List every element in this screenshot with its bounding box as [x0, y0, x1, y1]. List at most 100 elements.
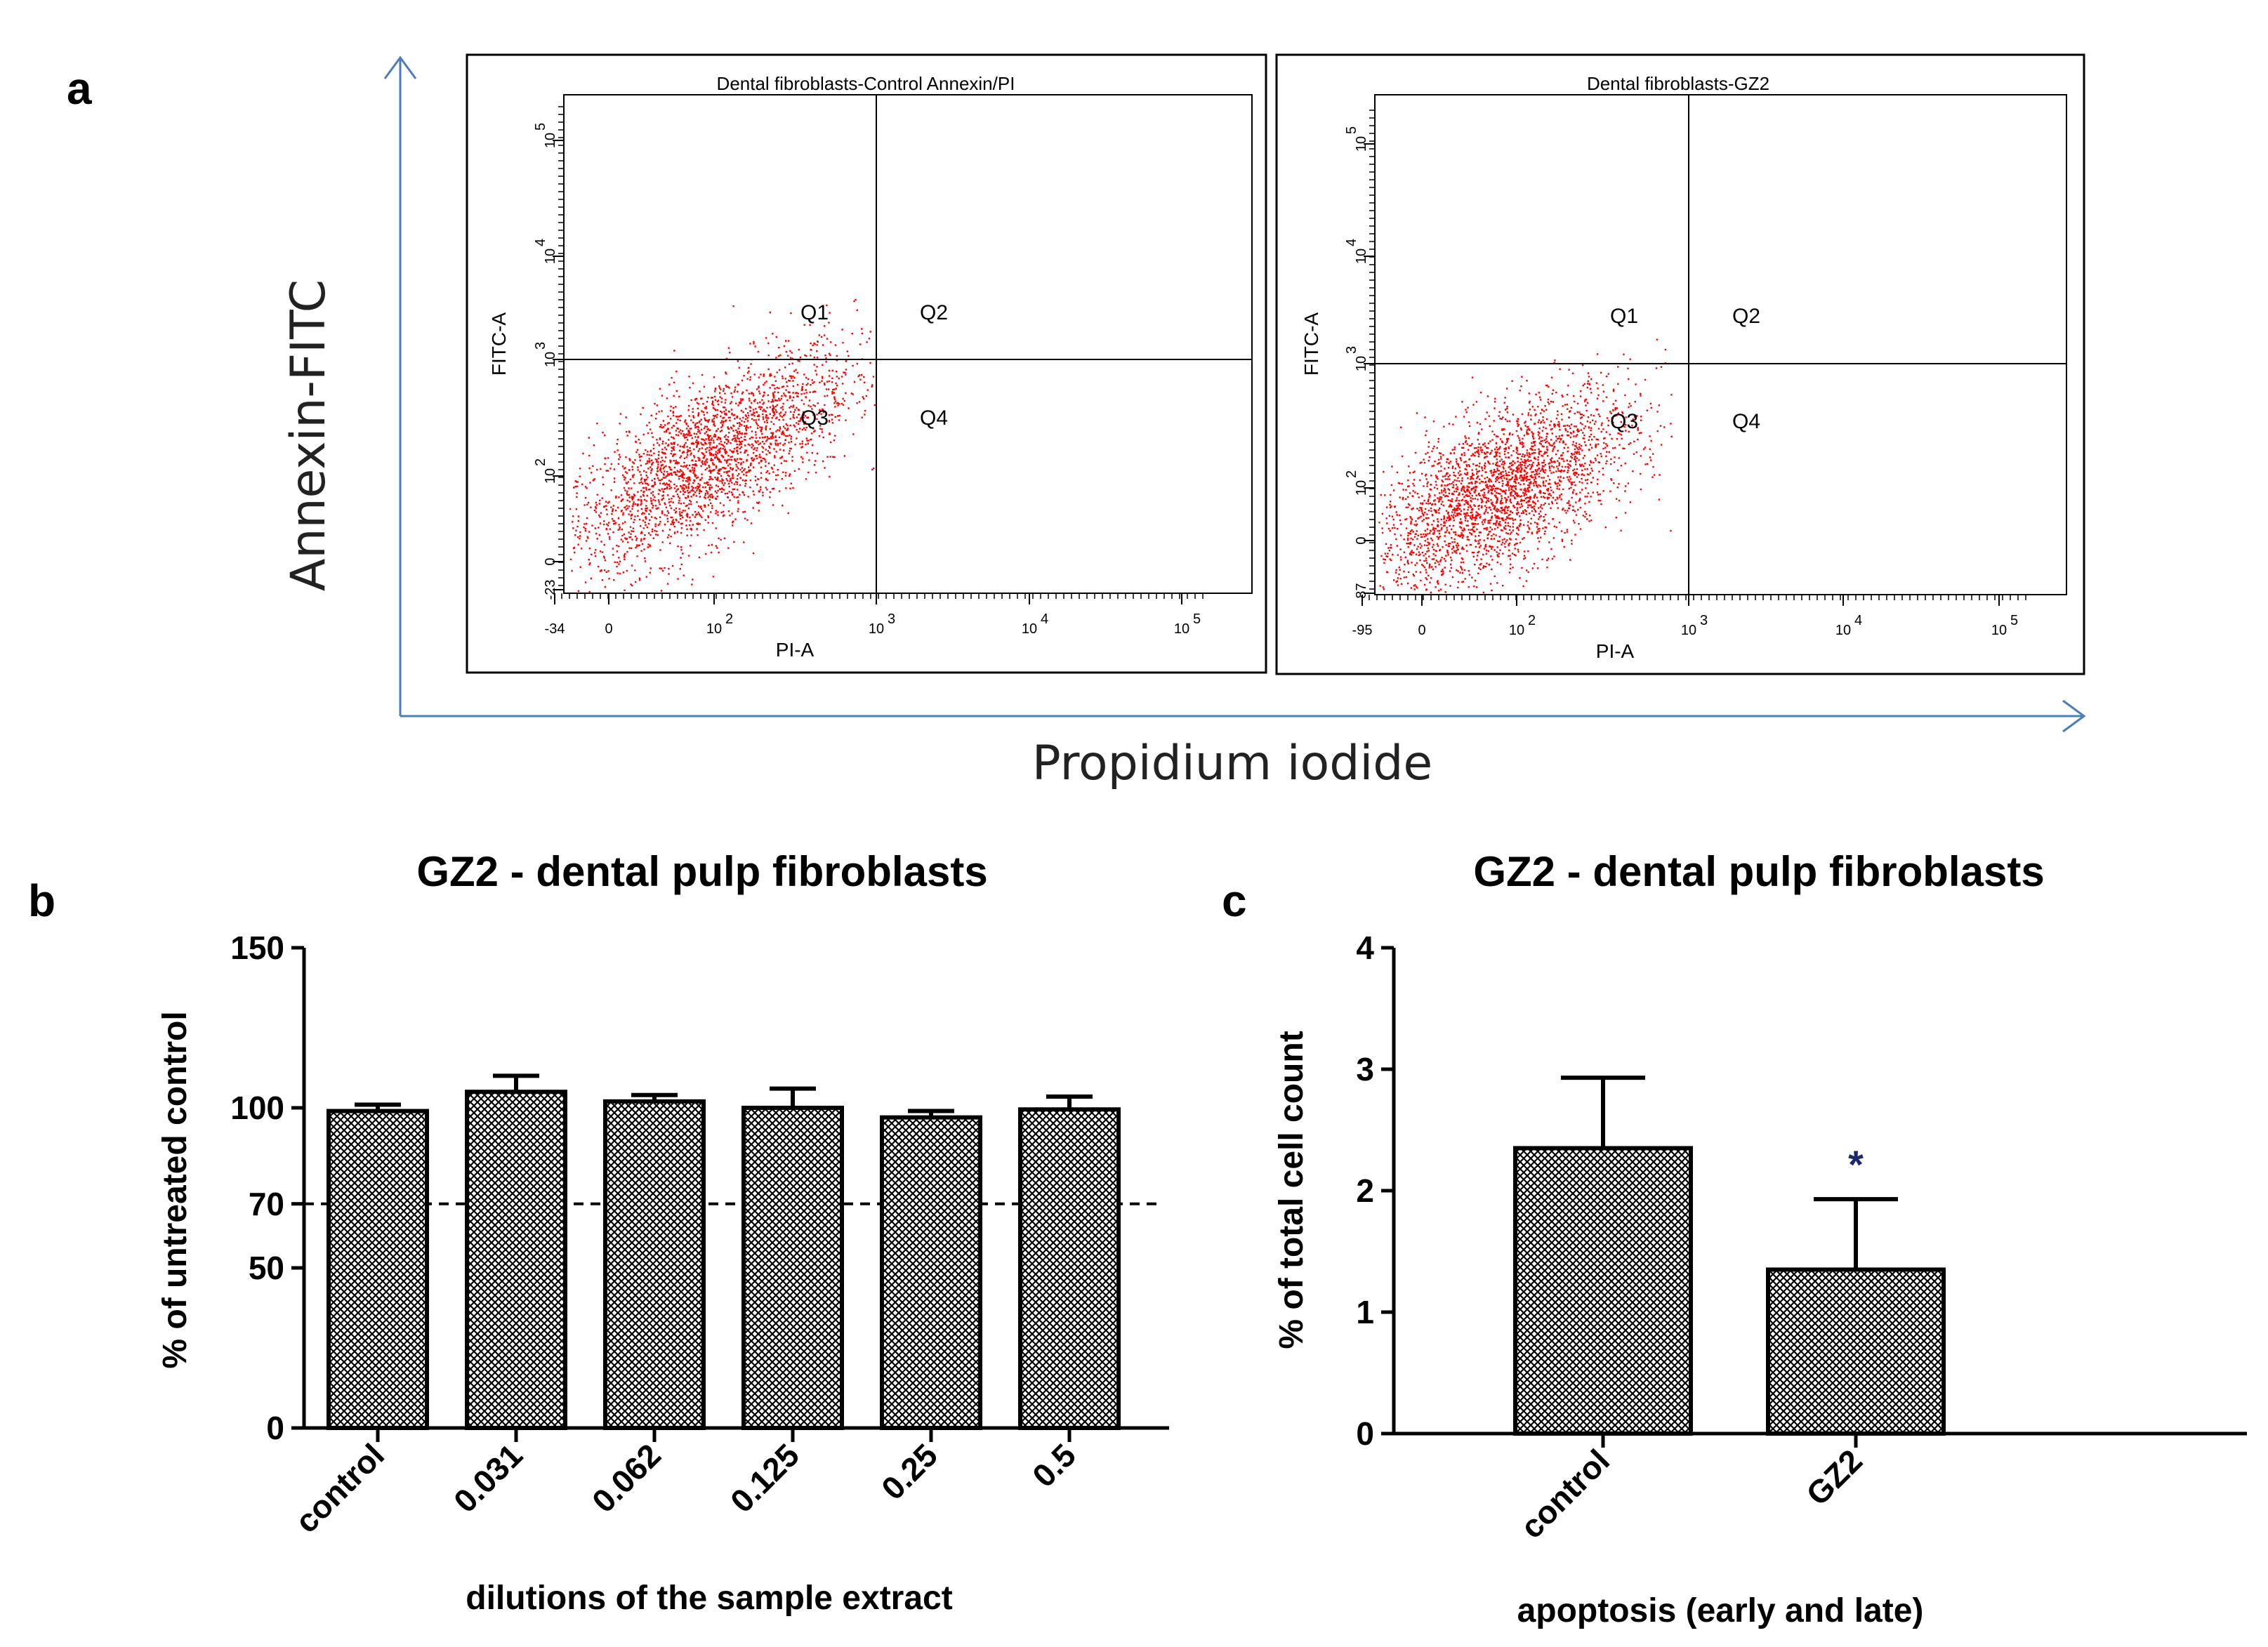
- y-tick-label: 0: [1354, 536, 1369, 544]
- chart-b-x-axis-title: dilutions of the sample extract: [466, 1580, 952, 1617]
- flow-plot-gz2: Dental fibroblasts-GZ2 Q1 Q2 Q3 Q4 -95 0 1…: [1275, 53, 2085, 675]
- y-tick-label: 2: [1356, 1172, 1374, 1209]
- flow-plot-title: Dental fibroblasts-GZ2: [1587, 73, 1769, 94]
- y-axis-label: FITC-A: [1300, 312, 1322, 376]
- x-tick-label: 10: [1835, 623, 1851, 638]
- y-tick-label: 10: [1354, 249, 1369, 264]
- x-tick-exponent: 5: [2010, 613, 2018, 628]
- x-tick-exponent: 3: [888, 611, 895, 627]
- y-tick-label: 0: [1356, 1415, 1374, 1452]
- y-tick-label: -87: [1354, 583, 1369, 604]
- quadrant-q3-label: Q3: [1610, 410, 1638, 433]
- y-axis-arrowhead: [383, 55, 417, 79]
- chart-c-plot: 0 1 2 3 4 control GZ2 *: [1356, 930, 2247, 1545]
- bar-0.5: [1018, 1107, 1121, 1431]
- x-tick-label: 0.25: [874, 1436, 944, 1507]
- x-tick-label: 0: [1418, 623, 1425, 638]
- quadrant-q2-label: Q2: [920, 301, 948, 324]
- y-tick-label: 10: [543, 468, 558, 484]
- x-tick-label: -34: [545, 621, 565, 637]
- chart-c-y-axis-title: % of total cell count: [1273, 1031, 1310, 1349]
- x-tick-exponent: 5: [1193, 611, 1201, 627]
- flow-plot-area: [563, 94, 1253, 594]
- y-tick-label: 100: [230, 1090, 284, 1126]
- quadrant-q4-label: Q4: [1732, 410, 1760, 433]
- y-axis-ticks: -23 0 10 2 10 3 10 4 10 5: [533, 106, 564, 600]
- bar-0.062: [603, 1099, 706, 1430]
- flow-plot-frame: [466, 53, 1267, 674]
- quadrant-q3-label: Q3: [800, 406, 829, 430]
- bar-0.031: [465, 1090, 567, 1430]
- y-tick-exponent: 3: [1344, 346, 1359, 354]
- panel-c-letter: c: [1222, 875, 1247, 926]
- y-tick-label: 1: [1356, 1294, 1374, 1330]
- chart-c-title: GZ2 - dental pulp fibroblasts: [1473, 848, 2044, 895]
- x-tick-label: GZ2: [1799, 1442, 1869, 1512]
- x-axis-label: PI-A: [1596, 640, 1635, 662]
- panel-a-axes: [383, 55, 2086, 733]
- y-axis-label: FITC-A: [488, 312, 510, 376]
- flow-plot-title: Dental fibroblasts-Control Annexin/PI: [717, 73, 1015, 94]
- x-tick-label: 0.031: [447, 1436, 529, 1519]
- x-axis-label: PI-A: [776, 639, 815, 661]
- x-tick-exponent: 2: [725, 611, 733, 627]
- y-axis-ticks: -87 0 10 2 10 3 10 4 10 5: [1344, 110, 1375, 603]
- event-dots: [569, 298, 876, 593]
- x-axis-arrowhead: [2062, 699, 2086, 733]
- bar-0.125: [741, 1106, 844, 1430]
- x-tick-label: 10: [869, 621, 884, 637]
- y-tick-exponent: 5: [1344, 126, 1359, 134]
- x-tick-label: 0.5: [1025, 1436, 1083, 1494]
- y-tick-label: 0: [543, 557, 558, 565]
- bar-GZ2: [1766, 1267, 1946, 1436]
- y-tick-label: 10: [1354, 136, 1369, 152]
- y-tick-label: 10: [1354, 480, 1369, 496]
- bar-0.25: [880, 1115, 982, 1431]
- y-tick-exponent: 2: [1344, 470, 1359, 478]
- quadrant-q1-label: Q1: [1610, 305, 1638, 328]
- bar-control: [327, 1109, 429, 1431]
- flow-plot-frame: [1275, 53, 2085, 675]
- y-tick-label: 3: [1356, 1051, 1374, 1087]
- panel-a-letter: a: [67, 63, 92, 114]
- x-tick-label: control: [1513, 1442, 1616, 1545]
- y-tick-label: 70: [249, 1186, 284, 1222]
- propidium-axis-title: Propidium iodide: [1032, 736, 1433, 791]
- chart-c-x-axis-title: apoptosis (early and late): [1517, 1592, 1924, 1629]
- y-tick-label: -23: [543, 580, 558, 600]
- x-tick-exponent: 4: [1041, 611, 1048, 627]
- x-tick-label: 10: [1022, 621, 1037, 637]
- y-tick-label: 50: [249, 1250, 284, 1286]
- scatter-dots: [1378, 338, 1673, 594]
- flow-plot-control: Dental fibroblasts-Control Annexin/PI Q1…: [466, 53, 1267, 674]
- y-tick-label: 10: [543, 133, 558, 148]
- y-tick-label: 150: [230, 930, 284, 966]
- quadrant-q2-label: Q2: [1732, 305, 1760, 328]
- chart-b-plot: 0 50 70 100 150 control 0.031 0.062 0.125 0.25 0.5: [230, 930, 1169, 1540]
- chart-b-title: GZ2 - dental pulp fibroblasts: [416, 848, 987, 895]
- x-tick-label: 0: [605, 621, 612, 637]
- bar-control: [1513, 1146, 1693, 1436]
- x-tick-label: -95: [1352, 623, 1373, 638]
- x-tick-exponent: 3: [1700, 613, 1708, 628]
- y-tick-exponent: 3: [533, 342, 548, 350]
- y-tick-label: 0: [266, 1410, 284, 1446]
- x-tick-label: 0.125: [723, 1436, 806, 1519]
- panel-a: a Annexin-FITC Propidium iodide Dental f…: [67, 53, 2086, 791]
- y-tick-label: 10: [1354, 356, 1369, 371]
- x-tick-label: 10: [1991, 623, 2007, 638]
- x-tick-label: 10: [706, 621, 722, 637]
- quadrant-q1-label: Q1: [800, 301, 829, 324]
- panel-b: b GZ2 - dental pulp fibroblasts % of unt…: [28, 848, 1169, 1617]
- y-tick-label: 4: [1356, 930, 1374, 966]
- significance-star: *: [1848, 1142, 1864, 1186]
- y-tick-label: 10: [543, 249, 558, 264]
- x-tick-label: 10: [1174, 621, 1189, 637]
- y-tick-exponent: 4: [1344, 239, 1359, 246]
- scatter-dots: [569, 298, 876, 593]
- panel-c: c GZ2 - dental pulp fibroblasts % of tot…: [1222, 848, 2247, 1629]
- x-tick-label: control: [288, 1436, 391, 1540]
